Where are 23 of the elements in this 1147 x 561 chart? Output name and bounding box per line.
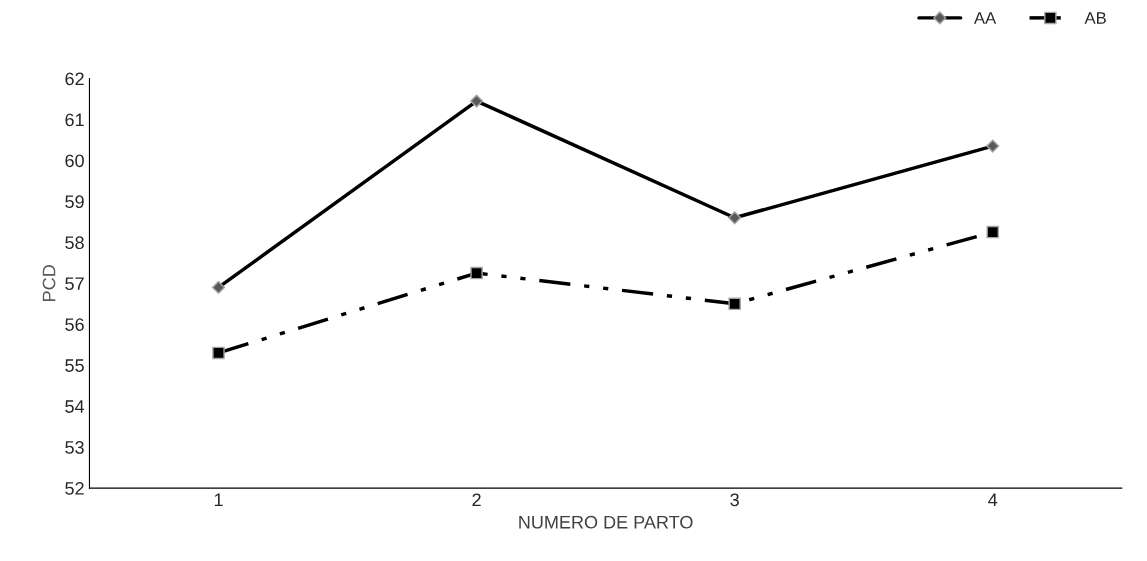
point xyxy=(986,225,999,239)
x-tick-label: 3 xyxy=(730,493,739,507)
legend-label: AA xyxy=(974,12,997,24)
y-tick-label: 55 xyxy=(65,359,84,372)
x-axis-title: NUMERO DE PARTO xyxy=(519,515,693,529)
x-tick-label: 1 xyxy=(214,493,223,507)
y-tick-label: 56 xyxy=(65,318,84,331)
x-tick-label: 2 xyxy=(472,493,481,507)
point xyxy=(212,346,225,360)
y-axis-title: PCD xyxy=(42,265,56,301)
y-tick-label: 61 xyxy=(65,113,84,127)
y-tick-label: 62 xyxy=(65,72,84,86)
x-tick-label: 4 xyxy=(988,493,998,507)
y-tick-label: 60 xyxy=(65,154,84,168)
point xyxy=(728,297,741,311)
legend-label: AB xyxy=(1084,12,1106,24)
y-tick-label: 57 xyxy=(65,277,84,291)
y-tick-label: 52 xyxy=(65,482,84,495)
point xyxy=(470,266,483,280)
y-tick-label: 54 xyxy=(65,400,85,413)
y-tick-label: 58 xyxy=(65,236,84,250)
y-tick-label: 53 xyxy=(65,441,84,454)
y-tick-label: 59 xyxy=(65,195,84,209)
